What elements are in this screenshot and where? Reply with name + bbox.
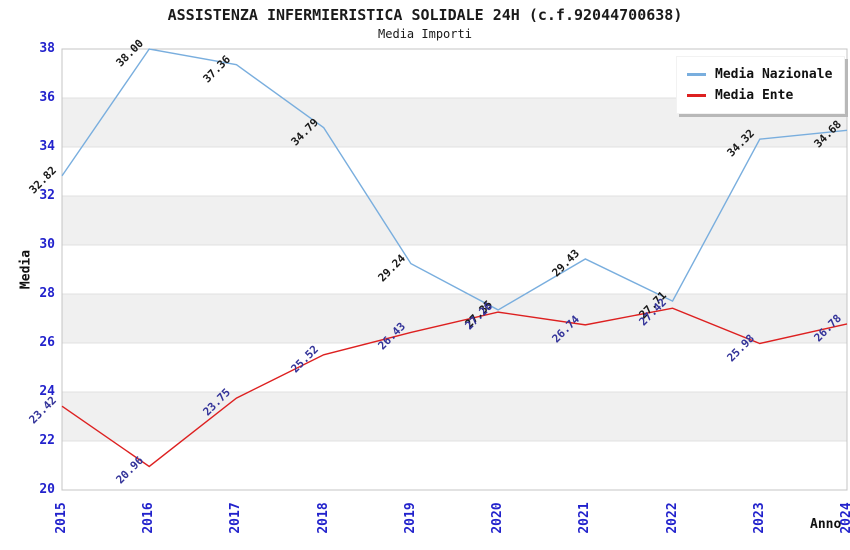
- x-tick-label: 2018: [315, 502, 331, 534]
- chart-subtitle: Media Importi: [378, 27, 472, 41]
- plot-band: [62, 392, 847, 441]
- legend-item-1: Media Ente: [687, 85, 832, 106]
- plot-band: [62, 441, 847, 490]
- legend-label: Media Nazionale: [715, 67, 833, 82]
- plot-band: [62, 343, 847, 392]
- plot-band: [62, 147, 847, 196]
- x-tick-label: 2016: [141, 502, 157, 534]
- y-tick-label: 32: [39, 188, 55, 203]
- x-tick-label: 2022: [664, 502, 680, 534]
- y-tick-label: 24: [39, 384, 55, 399]
- plot-border: [61, 48, 848, 491]
- y-tick-label: 34: [39, 139, 55, 154]
- plot-band: [62, 196, 847, 245]
- legend-label: Media Ente: [715, 88, 794, 103]
- y-tick-label: 38: [39, 41, 55, 56]
- y-tick-label: 20: [39, 482, 55, 497]
- legend-line-swatch: [687, 73, 706, 76]
- y-tick-label: 22: [39, 433, 55, 448]
- x-tick-label: 2020: [490, 502, 506, 534]
- legend-line-swatch: [687, 94, 706, 97]
- x-tick-label: 2024: [839, 502, 850, 534]
- x-axis-title: Anno: [810, 517, 842, 532]
- plot-band: [62, 294, 847, 343]
- y-tick-label: 26: [39, 335, 55, 350]
- chart-title: ASSISTENZA INFERMIERISTICA SOLIDALE 24H …: [167, 6, 683, 24]
- x-tick-label: 2017: [228, 502, 244, 534]
- y-tick-label: 28: [39, 286, 55, 301]
- y-tick-label: 36: [39, 90, 55, 105]
- x-tick-label: 2015: [54, 502, 69, 534]
- legend-item-0: Media Nazionale: [687, 64, 832, 85]
- x-tick-label: 2021: [577, 502, 593, 534]
- series-line-0: [61, 48, 848, 311]
- x-tick-label: 2023: [751, 502, 767, 534]
- y-tick-label: 30: [39, 237, 55, 252]
- series-line-1: [61, 307, 848, 468]
- legend: Media Nazionale Media Ente: [676, 56, 846, 114]
- x-tick-label: 2019: [402, 502, 418, 534]
- plot-band: [62, 245, 847, 294]
